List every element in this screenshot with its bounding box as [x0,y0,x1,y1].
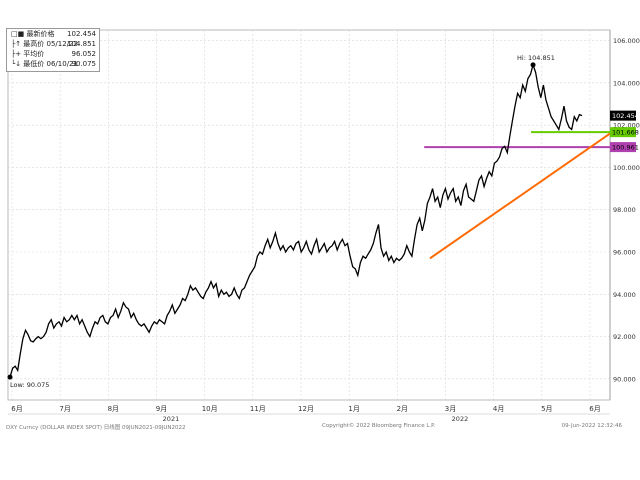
x-tick-label: 10月 [202,405,218,413]
legend-value: 104.851 [67,40,96,48]
legend-box: □■ 最新价格 102.454 ├↑ 最高价 05/12/22 104.851 … [6,28,100,72]
y-tick-label: 106.000 [613,37,640,45]
magenta-level-tag: 100.961 [612,144,639,152]
high-marker [530,62,536,68]
low-marker [7,374,13,380]
x-tick-label: 11月 [250,405,266,413]
x-tick-label: 7月 [59,405,70,413]
price-tags: 102.454 101.668 100.961 [610,110,639,153]
green-level-tag: 101.668 [612,129,639,137]
legend-row-average: ├+ 平均价 96.052 [7,49,99,59]
y-tick-label: 100.000 [613,164,640,172]
x-tick-label: 6月 [11,405,22,413]
y-tick-label: 96.000 [613,249,636,257]
magenta-level-tag-bg [610,142,636,153]
x-axis-labels: 6月 7月 8月 9月 10月 11月 12月 1月 2月 3月 4月 5月 6月 2021 2022 [8,405,610,423]
x-tick-label: 9月 [156,405,167,413]
legend-label: ├↑ 最高价 05/12/22 [11,40,78,48]
footer-copyright: Copyright© 2022 Bloomberg Finance L.P. [322,423,436,429]
last-price-tag-bg [610,110,636,121]
x-tick-label: 3月 [445,405,456,413]
legend-value: 90.075 [71,60,97,68]
legend-row-low: └↓ 最低价 06/10/21 90.075 [7,59,99,69]
y-tick-label: 98.000 [613,206,636,214]
trendline [429,132,611,260]
legend-label: □■ 最新价格 [11,30,55,38]
plot-frame [7,29,611,401]
grid [8,30,611,400]
legend-value: 96.052 [71,50,97,58]
x-tick-label: 8月 [108,405,119,413]
year-label: 2022 [452,415,469,423]
x-tick-label: 4月 [493,405,504,413]
last-price-tag: 102.454 [612,112,639,120]
level-lines [424,131,610,149]
y-tick-label: 102.000 [613,122,640,130]
y-tick-label: 104.000 [613,79,640,87]
legend-row-last: □■ 最新价格 102.454 [7,29,99,39]
footer-security: DXY Curncy (DOLLAR INDEX SPOT) 日线图 09JUN… [6,425,186,431]
legend-label: ├+ 平均价 [11,50,45,58]
y-tick-label: 94.000 [613,291,636,299]
x-tick-label: 1月 [348,405,359,413]
legend-row-high: ├↑ 最高价 05/12/22 104.851 [7,39,99,49]
x-tick-label: 6月 [589,405,600,413]
green-level-tag-bg [610,127,636,138]
legend-label: └↓ 最低价 06/10/21 [11,60,78,68]
low-label: Low: 90.075 [10,381,49,389]
year-label: 2021 [163,415,180,423]
high-label: Hi: 104.851 [517,54,555,62]
x-tick-label: 5月 [541,405,552,413]
x-tick-label: 12月 [298,405,314,413]
price-line [9,62,583,378]
x-tick-label: 2月 [397,405,408,413]
footer-timestamp: 09-Jun-2022 12:32:46 [561,423,622,429]
y-tick-label: 92.000 [613,333,636,341]
markers: Hi: 104.851 Low: 90.075 [7,54,555,389]
y-axis-labels: 90.000 92.000 94.000 96.000 98.000 100.000 102… [613,37,640,383]
y-tick-label: 90.000 [613,375,636,383]
legend-value: 102.454 [67,30,96,38]
